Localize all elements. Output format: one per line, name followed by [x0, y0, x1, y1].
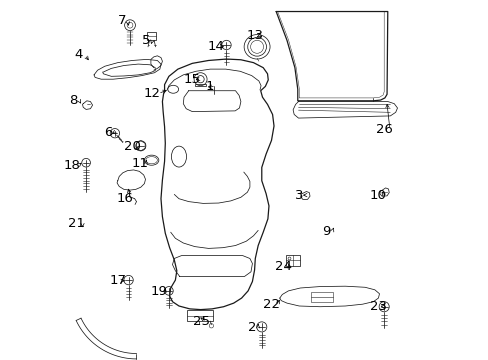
Text: 5: 5 — [142, 34, 150, 47]
Text: 22: 22 — [263, 298, 280, 311]
Text: 7: 7 — [118, 14, 126, 27]
Bar — [310, 292, 332, 302]
Text: 3: 3 — [294, 189, 303, 202]
Text: 8: 8 — [69, 94, 77, 107]
Text: 12: 12 — [143, 87, 161, 100]
Bar — [194, 84, 206, 86]
Text: 26: 26 — [375, 123, 392, 136]
Text: 13: 13 — [245, 29, 263, 42]
Text: 1: 1 — [205, 80, 214, 93]
Text: 2: 2 — [248, 321, 256, 334]
Text: 4: 4 — [75, 48, 83, 61]
Bar — [147, 32, 156, 40]
Text: 17: 17 — [109, 274, 126, 287]
Text: 24: 24 — [274, 260, 291, 273]
Text: 16: 16 — [116, 192, 133, 205]
Bar — [285, 255, 299, 266]
Text: 25: 25 — [192, 315, 209, 328]
Text: 11: 11 — [131, 157, 148, 170]
Text: 15: 15 — [183, 73, 201, 86]
Text: 21: 21 — [68, 217, 85, 230]
Text: 18: 18 — [64, 159, 81, 172]
Text: 14: 14 — [207, 40, 224, 53]
Text: 10: 10 — [369, 189, 386, 202]
Text: 6: 6 — [104, 126, 112, 139]
Text: 19: 19 — [150, 285, 167, 298]
Text: 9: 9 — [322, 225, 330, 238]
Bar — [186, 310, 212, 321]
Text: 23: 23 — [369, 300, 386, 313]
Text: 20: 20 — [123, 140, 141, 153]
